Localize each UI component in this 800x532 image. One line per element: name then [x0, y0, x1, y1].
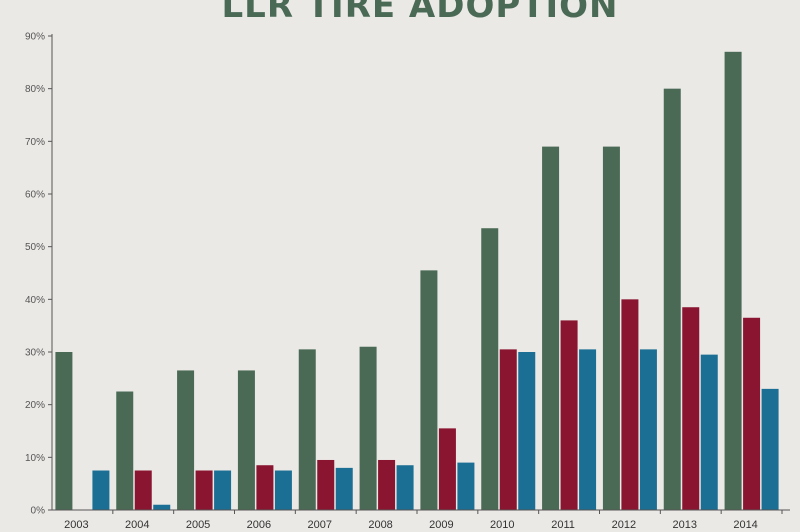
bar-series2-2005 [195, 470, 213, 510]
bar-series2-2014 [743, 317, 761, 510]
x-tick-label: 2011 [551, 519, 575, 531]
x-tick-label: 2005 [186, 519, 210, 531]
bar-series1-2004 [116, 391, 134, 510]
bar-series2-2008 [378, 459, 396, 510]
bar-series2-2004 [134, 470, 152, 510]
x-tick-label: 2003 [64, 519, 88, 531]
y-tick-label: 10% [25, 453, 45, 464]
bar-series3-2013 [700, 354, 718, 510]
y-tick-label: 60% [25, 190, 45, 201]
bar-series3-2012 [639, 349, 657, 510]
y-tick-label: 40% [25, 295, 45, 306]
bar-series1-2014 [724, 51, 742, 511]
x-tick-label: 2009 [429, 519, 453, 531]
y-tick-label: 30% [25, 348, 45, 359]
bar-series3-2005 [214, 470, 232, 510]
bar-series1-2013 [663, 88, 681, 511]
bar-series3-2006 [274, 470, 292, 510]
bar-series2-2012 [621, 299, 639, 510]
y-tick-label: 90% [25, 32, 45, 43]
x-tick-label: 2008 [368, 519, 392, 531]
chart-title: LLR TIRE ADOPTION [221, 0, 619, 26]
y-tick-label: 50% [25, 242, 45, 253]
bar-series1-2003 [55, 352, 73, 510]
y-tick-label: 80% [25, 84, 45, 95]
bar-series1-2011 [542, 146, 560, 510]
x-tick-label: 2010 [490, 519, 514, 531]
bar-series3-2008 [396, 465, 414, 510]
x-tick-label: 2006 [247, 519, 271, 531]
bar-series3-2010 [518, 352, 536, 510]
bar-series1-2008 [359, 346, 377, 510]
y-tick-label: 20% [25, 400, 45, 411]
bar-series1-2012 [602, 146, 620, 510]
bar-series1-2010 [481, 228, 499, 510]
bar-series1-2006 [237, 370, 255, 510]
bar-series3-2003 [92, 470, 110, 510]
bar-series1-2009 [420, 270, 438, 510]
bar-series3-2014 [761, 388, 779, 510]
x-tick-label: 2013 [673, 519, 697, 531]
bar-series3-2009 [457, 462, 475, 510]
y-tick-label: 0% [31, 506, 46, 517]
bar-series2-2013 [682, 307, 700, 510]
y-tick-label: 70% [25, 137, 45, 148]
bar-series2-2010 [499, 349, 517, 510]
x-tick-label: 2004 [125, 519, 149, 531]
bar-series1-2005 [177, 370, 195, 510]
x-tick-label: 2014 [733, 519, 757, 531]
x-tick-label: 2007 [308, 519, 332, 531]
bar-series2-2009 [438, 428, 456, 510]
bar-series3-2007 [335, 467, 353, 510]
bar-series2-2006 [256, 465, 274, 510]
bar-series2-2011 [560, 320, 578, 510]
bar-series3-2004 [153, 504, 171, 510]
bar-series3-2011 [579, 349, 597, 510]
bar-series1-2007 [298, 349, 316, 510]
bar-series2-2007 [317, 459, 335, 510]
x-tick-label: 2012 [612, 519, 636, 531]
